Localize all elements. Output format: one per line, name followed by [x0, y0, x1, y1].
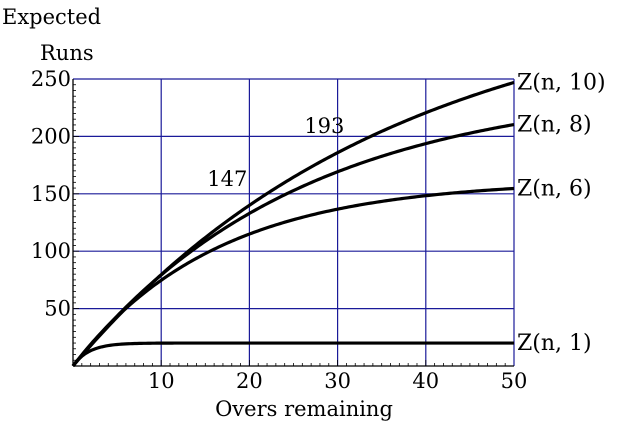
series-line-1	[71, 80, 515, 368]
y-tick-label-250: 250	[31, 67, 71, 91]
series-line-3	[71, 186, 515, 367]
annotation-2: 193	[304, 114, 344, 138]
x-tick-label-50: 50	[501, 369, 528, 393]
series-label-1: Z(n, 10)	[517, 70, 606, 95]
x-tick-label-20: 20	[236, 369, 263, 393]
series-label-3: Z(n, 6)	[517, 176, 592, 201]
y-tick-label-200: 200	[31, 124, 71, 148]
series-line-4	[71, 341, 514, 367]
series-label-4: Z(n, 1)	[517, 331, 592, 356]
annotation-1: 147	[207, 167, 247, 191]
y-tick-label-100: 100	[31, 239, 71, 263]
x-tick-label-40: 40	[412, 369, 439, 393]
series-label-2: Z(n, 8)	[517, 113, 592, 138]
y-axis-title-line2: Runs	[40, 41, 94, 65]
y-tick-label-50: 50	[44, 297, 71, 321]
x-axis-title: Overs remaining	[215, 397, 393, 421]
y-tick-label-150: 150	[31, 182, 71, 206]
y-axis-title-line1: Expected	[2, 5, 101, 29]
x-tick-label-10: 10	[148, 369, 175, 393]
series-line-2	[71, 122, 515, 368]
x-tick-label-30: 30	[324, 369, 351, 393]
